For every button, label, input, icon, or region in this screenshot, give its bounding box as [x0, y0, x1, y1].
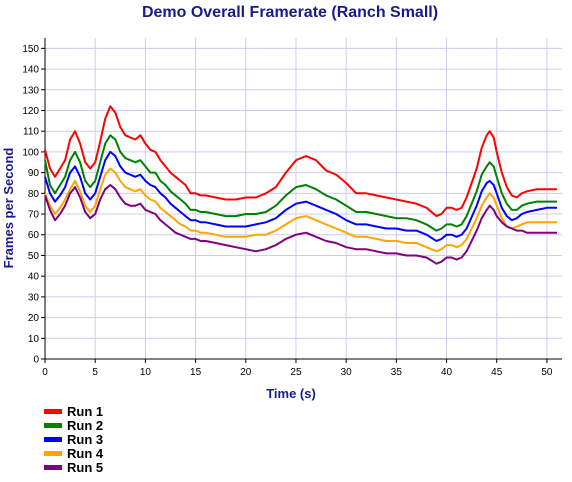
tick-labels: 0 10 20 30 40 50 60 70 80 90 100 110 120 130 140 150 0 5 1… — [22, 44, 553, 378]
legend-swatch-run-5 — [44, 465, 62, 470]
legend-swatch-run-1 — [44, 409, 62, 414]
legend-label-run-4: Run 4 — [67, 446, 104, 461]
y-tick-label: 20 — [28, 313, 40, 324]
y-tick-label: 140 — [22, 65, 39, 76]
x-tick-label: 45 — [491, 367, 503, 378]
y-tick-label: 60 — [28, 230, 40, 241]
series-line-run-1 — [44, 105, 557, 218]
chart-title: Demo Overall Framerate (Ranch Small) — [142, 4, 438, 21]
legend-label-run-1: Run 1 — [67, 404, 103, 419]
x-tick-label: 40 — [441, 367, 453, 378]
series-line-run-3 — [44, 150, 557, 242]
y-tick-label: 40 — [28, 272, 40, 283]
x-tick-label: 30 — [341, 367, 353, 378]
grid — [45, 38, 562, 359]
x-tick-label: 25 — [290, 367, 302, 378]
x-tick-label: 20 — [240, 367, 252, 378]
y-tick-label: 90 — [28, 168, 40, 179]
axes — [44, 38, 562, 360]
y-tick-label: 0 — [33, 355, 39, 366]
y-tick-label: 10 — [28, 334, 40, 345]
y-tick-label: 110 — [23, 127, 39, 138]
legend-swatch-run-2 — [44, 423, 62, 428]
x-tick-label: 35 — [391, 367, 403, 378]
y-tick-label: 150 — [22, 44, 39, 55]
y-tick-label: 70 — [28, 210, 40, 221]
legend-swatch-run-3 — [44, 437, 62, 442]
legend-label-run-3: Run 3 — [67, 432, 103, 447]
legend-swatch-run-4 — [44, 451, 62, 456]
x-axis-title: Time (s) — [266, 386, 316, 401]
y-tick-label: 80 — [28, 189, 40, 200]
legend-label-run-2: Run 2 — [67, 418, 103, 433]
x-tick-label: 15 — [190, 367, 202, 378]
y-tick-label: 130 — [22, 85, 39, 96]
y-tick-label: 30 — [28, 292, 40, 303]
x-tick-label: 10 — [140, 367, 152, 378]
legend-label-run-5: Run 5 — [67, 460, 103, 475]
y-tick-label: 120 — [22, 106, 39, 117]
x-tick-label: 50 — [541, 367, 553, 378]
y-tick-label: 50 — [28, 251, 40, 262]
series-line-run-5 — [44, 184, 557, 265]
series-lines — [44, 105, 557, 265]
series-line-run-4 — [44, 167, 557, 253]
y-axis-title: Frames per Second — [1, 148, 16, 269]
x-tick-label: 0 — [42, 367, 48, 378]
y-tick-label: 100 — [22, 147, 39, 158]
series-line-run-2 — [44, 134, 557, 232]
x-tick-label: 5 — [92, 367, 98, 378]
